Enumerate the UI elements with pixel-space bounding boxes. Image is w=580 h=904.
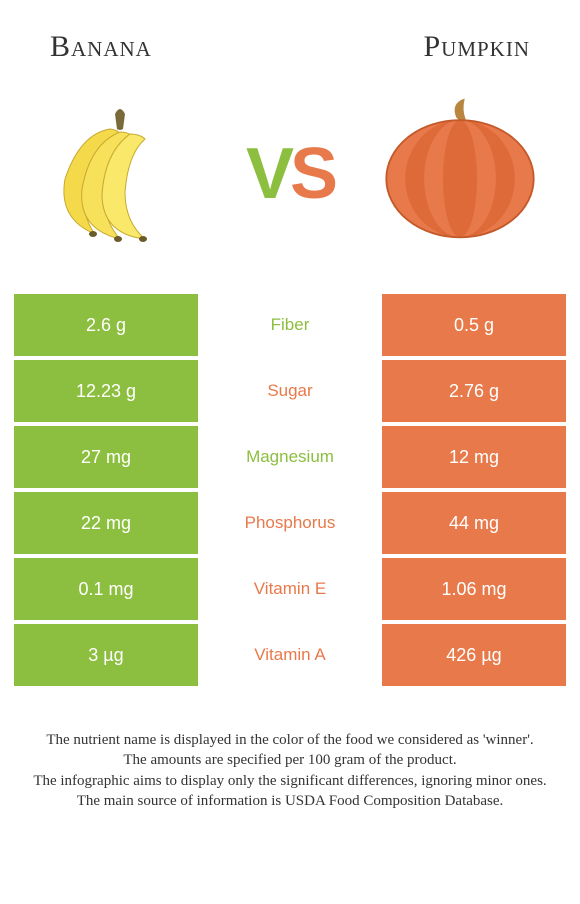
right-value: 426 µg — [382, 624, 566, 686]
left-value: 22 mg — [14, 492, 198, 554]
comparison-table: 2.6 gFiber0.5 g12.23 gSugar2.76 g27 mgMa… — [0, 294, 580, 686]
nutrient-label: Vitamin A — [198, 624, 382, 686]
vs-v-letter: V — [246, 134, 290, 214]
right-value: 0.5 g — [382, 294, 566, 356]
footnote-line: The amounts are specified per 100 gram o… — [10, 750, 570, 770]
pumpkin-image — [370, 84, 550, 264]
left-food-title: Banana — [50, 30, 152, 64]
vs-label: VS — [246, 133, 334, 215]
nutrient-label: Fiber — [198, 294, 382, 356]
left-value: 12.23 g — [14, 360, 198, 422]
right-value: 1.06 mg — [382, 558, 566, 620]
left-value: 3 µg — [14, 624, 198, 686]
table-row: 3 µgVitamin A426 µg — [14, 624, 566, 686]
left-value: 27 mg — [14, 426, 198, 488]
vs-s-letter: S — [290, 134, 334, 214]
nutrient-label: Magnesium — [198, 426, 382, 488]
header: Banana Pumpkin — [0, 0, 580, 74]
nutrient-label: Vitamin E — [198, 558, 382, 620]
table-row: 27 mgMagnesium12 mg — [14, 426, 566, 488]
footnote-line: The nutrient name is displayed in the co… — [10, 730, 570, 750]
right-food-title: Pumpkin — [423, 30, 530, 64]
right-value: 44 mg — [382, 492, 566, 554]
left-value: 2.6 g — [14, 294, 198, 356]
table-row: 2.6 gFiber0.5 g — [14, 294, 566, 356]
table-row: 22 mgPhosphorus44 mg — [14, 492, 566, 554]
right-value: 2.76 g — [382, 360, 566, 422]
left-value: 0.1 mg — [14, 558, 198, 620]
footnotes: The nutrient name is displayed in the co… — [0, 690, 580, 811]
nutrient-label: Sugar — [198, 360, 382, 422]
banana-image — [30, 84, 210, 264]
footnote-line: The infographic aims to display only the… — [10, 771, 570, 791]
footnote-line: The main source of information is USDA F… — [10, 791, 570, 811]
table-row: 0.1 mgVitamin E1.06 mg — [14, 558, 566, 620]
nutrient-label: Phosphorus — [198, 492, 382, 554]
table-row: 12.23 gSugar2.76 g — [14, 360, 566, 422]
right-value: 12 mg — [382, 426, 566, 488]
hero-row: VS — [0, 74, 580, 294]
